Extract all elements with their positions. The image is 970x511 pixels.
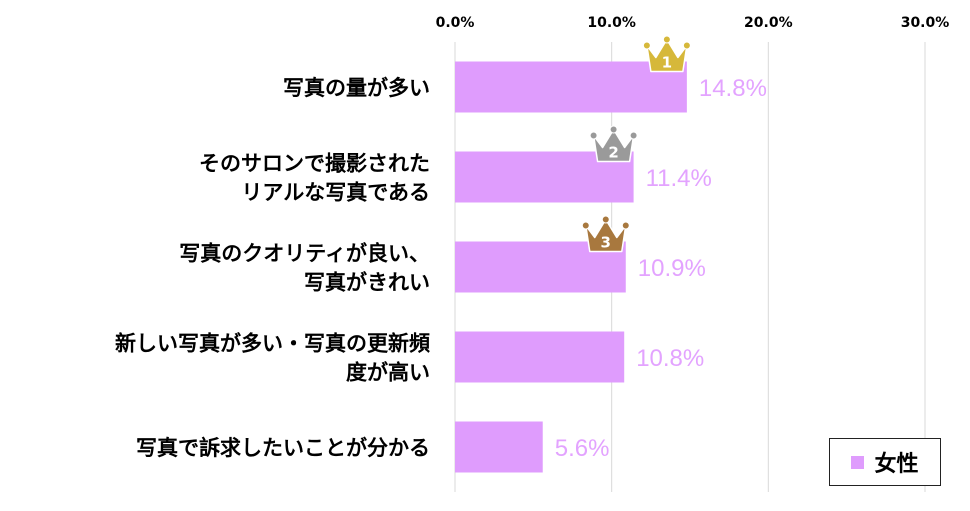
rank-number: 1 (662, 54, 672, 72)
category-label: 写真のクオリティが良い、 (179, 242, 430, 266)
x-tick-label: 20.0% (744, 15, 793, 31)
data-label: 10.9% (638, 255, 706, 282)
legend-swatch (851, 455, 865, 469)
bar (455, 61, 687, 113)
crown-icon: 1 (642, 35, 691, 73)
crown-jewel (662, 35, 671, 44)
crown-jewel (621, 221, 630, 230)
crown-jewel (589, 131, 598, 140)
rank-number: 2 (608, 144, 618, 162)
category-label: 写真の量が多い (283, 76, 430, 100)
data-label: 11.4% (646, 165, 712, 192)
crown-jewel (682, 41, 691, 50)
data-label: 5.6% (555, 435, 610, 462)
crown-jewel (601, 215, 610, 224)
category-label: 写真で訴求したいことが分かる (136, 436, 430, 460)
legend-label: 女性 (874, 452, 919, 477)
crown-icon: 2 (589, 125, 638, 163)
crown-jewel (581, 221, 590, 230)
legend: 女性 (829, 438, 941, 486)
category-label: 写真がきれい (304, 271, 430, 295)
crown-shape (646, 38, 688, 73)
crown-icon: 3 (581, 215, 630, 253)
category-label: リアルな写真である (241, 181, 430, 205)
x-tick-label: 0.0% (436, 15, 475, 31)
crown-shape (592, 128, 635, 163)
crown-jewel (642, 41, 651, 50)
category-label: 度が高い (346, 361, 430, 385)
data-label: 14.8% (699, 75, 767, 102)
x-tick-label: 10.0% (587, 15, 636, 31)
crown-jewel (609, 125, 618, 134)
bar (455, 421, 543, 473)
category-label: 新しい写真が多い・写真の更新頻 (115, 332, 430, 356)
x-tick-label: 30.0% (901, 15, 950, 31)
rank-number: 3 (601, 234, 611, 252)
crown-jewel (629, 131, 638, 140)
crown-shape (585, 218, 627, 253)
data-label: 10.8% (636, 345, 704, 372)
bar (455, 331, 625, 383)
category-label: そのサロンで撮影された (199, 152, 430, 176)
